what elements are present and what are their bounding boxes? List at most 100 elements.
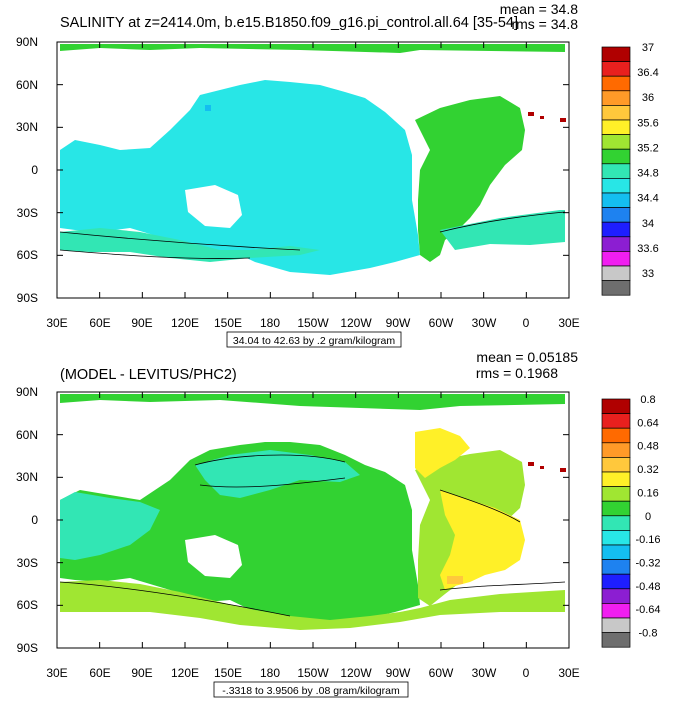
colorbar-label: 0 bbox=[645, 511, 651, 523]
lon-label: 120W bbox=[340, 316, 372, 330]
contour-info-box bbox=[213, 681, 409, 698]
colorbar-box bbox=[601, 105, 631, 121]
lon-label: 120E bbox=[171, 316, 199, 330]
southern-ocean-band bbox=[60, 228, 320, 262]
lat-label: 90N bbox=[16, 385, 38, 399]
colorbar-label: 0.16 bbox=[637, 487, 658, 499]
colorbar-box bbox=[601, 486, 631, 502]
contour-line bbox=[59, 581, 291, 617]
colorbar-label: 0.64 bbox=[637, 417, 658, 429]
lon-label: 30E bbox=[46, 316, 67, 330]
colorbar-label: 0.8 bbox=[640, 394, 655, 406]
lon-label: 150W bbox=[297, 666, 329, 680]
lat-label: 30N bbox=[16, 470, 38, 484]
lon-label: 90W bbox=[386, 666, 411, 680]
colorbar-box bbox=[601, 559, 631, 575]
sea-of-japan-patch bbox=[205, 105, 211, 111]
colorbar-box bbox=[601, 221, 631, 238]
contour-line bbox=[439, 489, 521, 523]
colorbar-box bbox=[601, 442, 631, 458]
colorbar-box bbox=[601, 148, 631, 165]
difference-field bbox=[57, 392, 569, 648]
lat-label: 30S bbox=[17, 556, 38, 570]
colorbar-label: 33.6 bbox=[637, 243, 658, 255]
contour-info-box bbox=[226, 331, 402, 348]
map-title: (MODEL - LEVITUS/PHC2) bbox=[60, 367, 237, 383]
colorbar-box bbox=[601, 251, 631, 267]
salinity-map-panel: SALINITY at z=2414.0m, b.e15.B1850.f09_g… bbox=[0, 0, 700, 350]
lon-label: 90E bbox=[131, 316, 152, 330]
lat-label: 90S bbox=[17, 291, 38, 305]
lon-label: 60E bbox=[89, 666, 110, 680]
colorbar-label: -0.8 bbox=[639, 628, 658, 640]
lon-label: 0 bbox=[523, 316, 530, 330]
colorbar-box bbox=[601, 398, 631, 414]
lat-label: 0 bbox=[31, 163, 38, 177]
arctic-ocean-region bbox=[60, 44, 565, 53]
colorbar-box bbox=[601, 457, 631, 473]
colorbar-label: 34.8 bbox=[637, 168, 658, 180]
axis-ticks bbox=[56, 391, 570, 649]
colorbar-box bbox=[601, 90, 631, 106]
mediterranean-high-anomaly bbox=[560, 468, 566, 472]
contour-line bbox=[194, 454, 346, 466]
arctic-ocean-region bbox=[60, 394, 565, 410]
colorbar-box bbox=[601, 61, 631, 77]
lon-label: 30E bbox=[558, 316, 579, 330]
rms-stat: rms = 34.8 bbox=[511, 16, 578, 32]
colorbar-box bbox=[601, 573, 631, 590]
lat-label: 30N bbox=[16, 120, 38, 134]
difference-map-panel: (MODEL - LEVITUS/PHC2) mean = 0.05185 rm… bbox=[0, 349, 700, 700]
colorbar-box bbox=[601, 192, 631, 208]
south-atlantic-band bbox=[440, 210, 565, 250]
colorbar-label: 34.4 bbox=[637, 193, 658, 205]
lat-label: 30S bbox=[17, 206, 38, 220]
colorbar-box bbox=[601, 515, 631, 531]
colorbar-label: 34 bbox=[642, 218, 654, 230]
mediterranean-high-anomaly bbox=[540, 466, 544, 469]
contour-line bbox=[59, 231, 301, 251]
contour-line bbox=[439, 581, 566, 591]
indian-ocean-anomaly bbox=[60, 492, 160, 560]
north-pacific-anomaly bbox=[195, 450, 360, 498]
colorbar-box bbox=[601, 163, 631, 179]
lon-label: 30W bbox=[472, 666, 497, 680]
mean-stat: mean = 34.8 bbox=[500, 1, 578, 17]
contour-info-text: -.3318 to 3.9506 by .08 gram/kilogram bbox=[222, 685, 400, 697]
lon-label: 30W bbox=[472, 316, 497, 330]
pacific-indian-ocean-region bbox=[60, 80, 420, 275]
colorbar-box bbox=[601, 530, 631, 546]
colorbar-box bbox=[601, 207, 631, 223]
lon-label: 30E bbox=[46, 666, 67, 680]
lat-label: 90N bbox=[16, 35, 38, 49]
contour-info-text: 34.04 to 42.63 by .2 gram/kilogram bbox=[233, 335, 396, 347]
tropical-atlantic-positive-anomaly bbox=[440, 490, 525, 590]
colorbar-label: -0.64 bbox=[635, 604, 660, 616]
contour-line bbox=[199, 477, 346, 488]
lon-label: 150W bbox=[297, 316, 329, 330]
colorbar-box bbox=[601, 413, 631, 429]
colorbar-label: 36.4 bbox=[637, 67, 658, 79]
colorbar-box bbox=[601, 588, 631, 604]
lon-label: 90W bbox=[386, 316, 411, 330]
colorbar: 0.8 0.64 0.48 0.32 0.16 0 -0.16 -0.32 -0.48 -0.64… bbox=[601, 394, 661, 648]
colorbar-label: 0.48 bbox=[637, 441, 658, 453]
lon-label: 30E bbox=[558, 666, 579, 680]
mediterranean-high-salinity bbox=[540, 116, 544, 119]
lon-label: 150E bbox=[214, 316, 242, 330]
contour-line bbox=[439, 211, 566, 233]
colorbar-label: 0.32 bbox=[637, 464, 658, 476]
colorbar-label: 37 bbox=[642, 42, 654, 54]
colorbar-box bbox=[601, 236, 631, 252]
lon-label: 120W bbox=[340, 666, 372, 680]
mediterranean-high-anomaly bbox=[528, 462, 534, 466]
lat-label: 60S bbox=[17, 248, 38, 262]
colorbar-box bbox=[601, 544, 631, 560]
lat-label: 60N bbox=[16, 78, 38, 92]
pacific-ocean-region bbox=[60, 442, 420, 625]
longitude-labels: 30E 60E 90E 120E 150E 180 150W 120W 90W … bbox=[46, 666, 579, 680]
south-atlantic-hotspot bbox=[447, 576, 463, 584]
lon-label: 60E bbox=[89, 316, 110, 330]
contour-line bbox=[59, 249, 251, 259]
atlantic-ocean-region bbox=[415, 96, 525, 262]
